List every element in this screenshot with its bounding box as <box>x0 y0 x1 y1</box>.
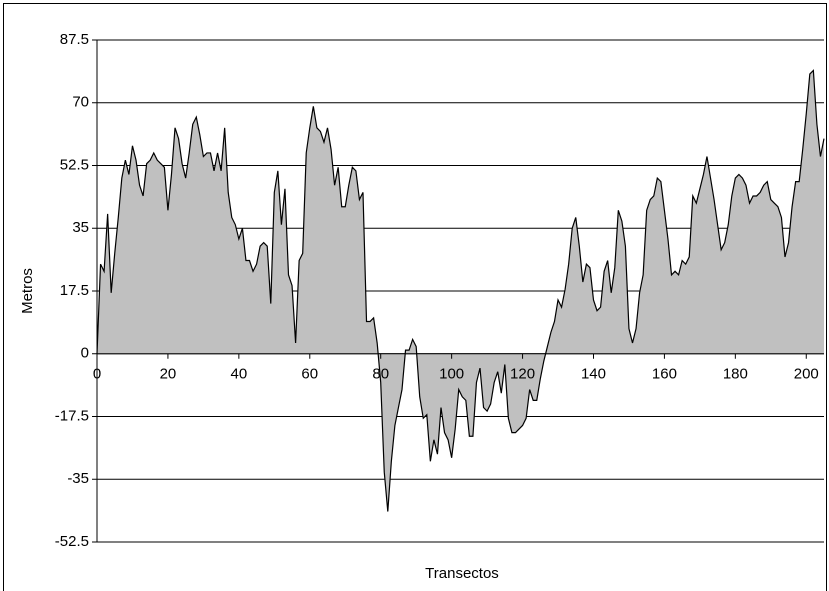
y-tick-label: 52.5 <box>60 156 89 173</box>
chart-frame <box>3 3 827 591</box>
y-tick-label: -35 <box>67 470 89 487</box>
x-tick-label: 160 <box>652 366 677 383</box>
x-tick-label: 60 <box>301 366 318 383</box>
x-tick-label: 140 <box>581 366 606 383</box>
x-tick-label: 40 <box>231 366 248 383</box>
x-tick-label: 80 <box>372 366 389 383</box>
x-tick-label: 0 <box>93 366 101 383</box>
y-tick-label: 35 <box>72 219 89 236</box>
x-tick-label: 180 <box>723 366 748 383</box>
y-axis-label: Metros <box>19 268 36 314</box>
y-tick-label: 17.5 <box>60 282 89 299</box>
y-tick-label: -52.5 <box>55 533 89 550</box>
x-tick-label: 200 <box>794 366 819 383</box>
y-tick-label: 87.5 <box>60 31 89 48</box>
area-line <box>96 69 825 512</box>
x-tick-label: 20 <box>160 366 177 383</box>
x-axis-label: Transectos <box>425 565 499 582</box>
y-tick-label: 70 <box>72 94 89 111</box>
y-tick-label: 0 <box>81 345 89 362</box>
area-fill <box>97 70 824 512</box>
x-tick-label: 120 <box>510 366 535 383</box>
x-tick-label: 100 <box>439 366 464 383</box>
y-tick-label: -17.5 <box>55 407 89 424</box>
